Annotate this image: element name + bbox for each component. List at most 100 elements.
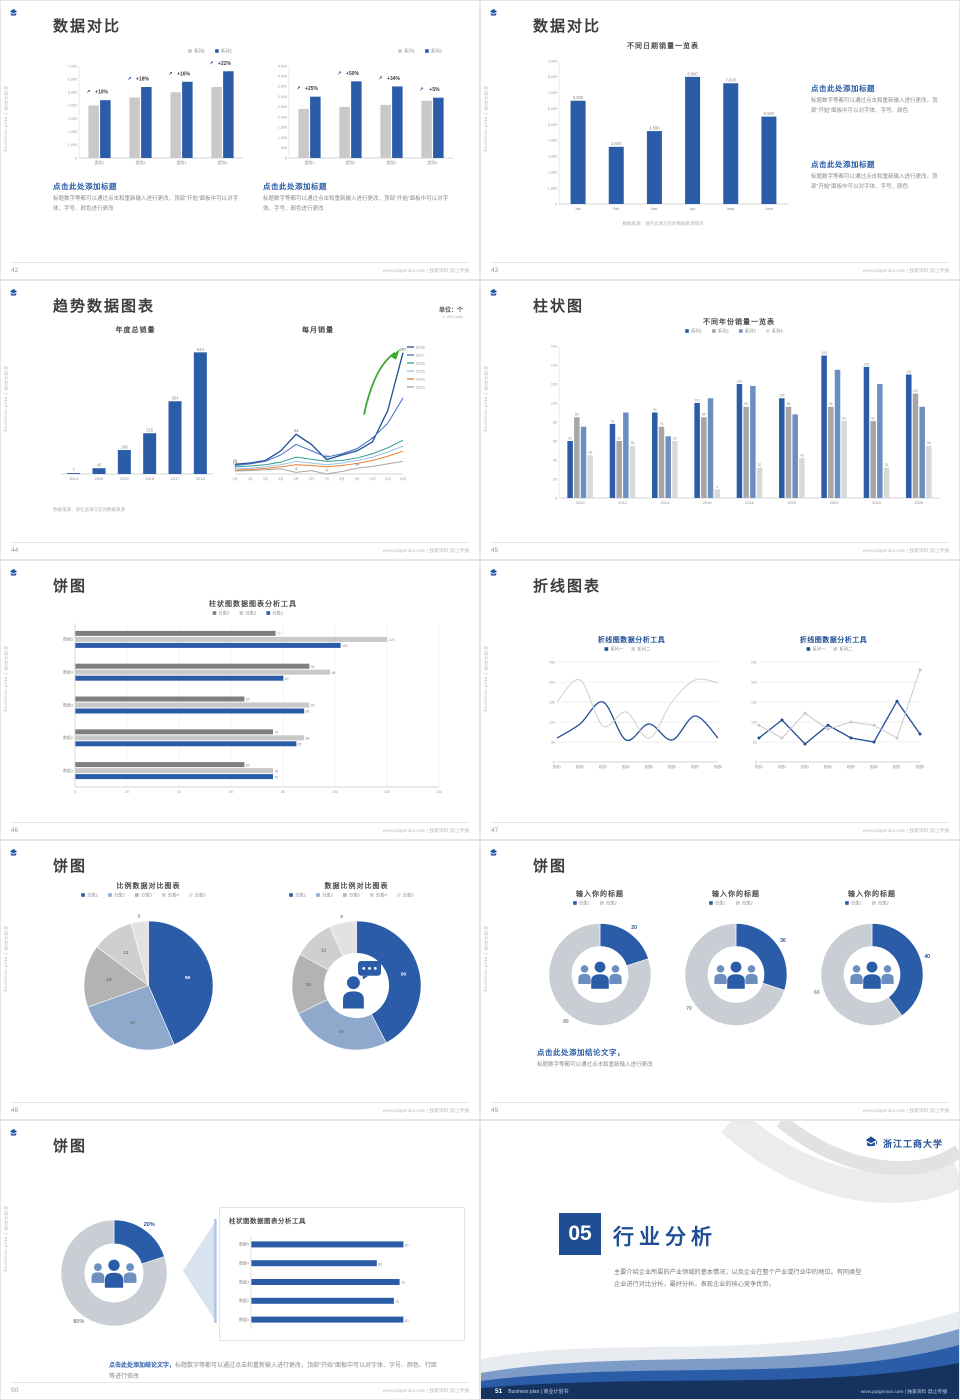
svg-text:500: 500 <box>281 146 287 150</box>
svg-text:120: 120 <box>389 638 395 642</box>
svg-text:10月: 10月 <box>369 477 376 481</box>
svg-text:50: 50 <box>753 740 757 744</box>
footer-divider <box>491 822 949 823</box>
side-watermark-text: Business plan | 商业计划书 <box>3 365 8 432</box>
side-watermark-text: Business plan | 商业计划书 <box>3 85 8 152</box>
footer-watermark: www.pptgenius.com | 独家资料 禁止传播 <box>860 1390 947 1395</box>
page-number: 43 <box>491 267 499 274</box>
svg-text:75: 75 <box>395 1300 399 1304</box>
svg-text:2018: 2018 <box>416 344 425 349</box>
svg-text:8,000: 8,000 <box>687 71 698 76</box>
svg-text:88: 88 <box>306 710 310 714</box>
svg-text:类别1: 类别1 <box>305 160 315 165</box>
svg-text:7: 7 <box>73 467 76 472</box>
caption-heading: 点击此处添加标题 <box>53 182 117 191</box>
footer-watermark: www.pptgenius.com | 独家资料 禁止传播 <box>382 829 469 834</box>
svg-text:3,600: 3,600 <box>611 141 622 146</box>
svg-text:14: 14 <box>355 463 359 467</box>
svg-text:66: 66 <box>378 1262 382 1266</box>
brand-logo-icon <box>8 6 19 17</box>
svg-text:4月: 4月 <box>278 477 283 481</box>
svg-text:9,000: 9,000 <box>548 59 557 63</box>
svg-text:数据5: 数据5 <box>239 1242 249 1247</box>
footer-divider <box>11 262 469 263</box>
svg-text:系列1: 系列1 <box>194 48 206 55</box>
svg-text:数据1: 数据1 <box>755 764 763 769</box>
svg-text:2013: 2013 <box>69 476 78 481</box>
svg-text:4,500: 4,500 <box>278 64 287 68</box>
svg-text:数据2: 数据2 <box>63 735 73 740</box>
section-number: 05 <box>559 1213 601 1255</box>
svg-text:96: 96 <box>829 402 833 406</box>
footer-divider <box>491 542 949 543</box>
svg-text:100: 100 <box>549 720 555 724</box>
slide-44[interactable]: Business plan | 商业计划书 趋势数据图表 单位：个 in 900… <box>1 281 479 559</box>
svg-text:96: 96 <box>744 402 748 406</box>
svg-text:140: 140 <box>551 363 557 367</box>
slide-48[interactable]: Business plan | 商业计划书 饼图 比例数据对比图表 分类1 分类2… <box>1 841 479 1119</box>
caption-body: 标题数字等都可以通过点击和重新输入进行更改，顶部“开始”面板中可以对字体、字号、… <box>53 196 239 212</box>
chart-title: 柱状图数据图表分析工具 <box>209 601 297 608</box>
slide-50[interactable]: Business plan | 商业计划书 饼图 20% 80% 柱状图数据图表分… <box>1 1121 479 1399</box>
svg-text:数据3: 数据3 <box>599 764 607 769</box>
slide-45[interactable]: Business plan | 商业计划书 柱状图 不同年份销量一览表 系列1 系… <box>481 281 959 559</box>
svg-text:50: 50 <box>401 972 407 978</box>
conclusion-body: 标题数字等都可以通过点击和重新输入进行更改 <box>537 1062 653 1068</box>
svg-text:60: 60 <box>814 990 820 996</box>
brand-logo-icon <box>488 286 499 297</box>
slide-title: 饼图 <box>53 578 88 595</box>
svg-text:分类2: 分类2 <box>322 892 334 899</box>
caption-block-left: 点击此处添加标题 标题数字等都可以通过点击和重新输入进行更改，顶部“开始”面板中… <box>53 181 248 215</box>
svg-text:78: 78 <box>611 419 615 423</box>
svg-text:186: 186 <box>121 444 129 449</box>
svg-text:数据2: 数据2 <box>239 1298 249 1303</box>
slide-47[interactable]: Business plan | 商业计划书 折线图表 折线图数据分析工具 系列一… <box>481 561 959 839</box>
side-watermark-text: Business plan | 商业计划书 <box>3 645 8 712</box>
side-watermark-text: Business plan | 商业计划书 <box>3 925 8 992</box>
svg-text:316: 316 <box>146 428 154 433</box>
svg-text:20%: 20% <box>144 1222 155 1228</box>
svg-text:80: 80 <box>563 1019 569 1025</box>
svg-text:↗: ↗ <box>209 60 213 66</box>
donut-chart: 分类1 分类2 30 70 <box>671 899 801 1039</box>
svg-text:分类1: 分类1 <box>272 610 284 617</box>
svg-text:120: 120 <box>384 790 390 794</box>
svg-text:↗: ↗ <box>127 76 131 82</box>
svg-text:June: June <box>765 206 773 211</box>
slide-51-section-divider[interactable]: 浙江工商大学 05 行业分析 主要介绍企业所属的产业领域的基本情况，以及企业在整… <box>481 1121 959 1399</box>
slide-46[interactable]: Business plan | 商业计划书 饼图 柱状图数据图表分析工具 分类3… <box>1 561 479 839</box>
slide-49[interactable]: Business plan | 商业计划书 饼图 输入你的标题 分类1 分类2 20… <box>481 841 959 1119</box>
svg-text:20: 20 <box>553 477 557 481</box>
svg-text:0: 0 <box>74 790 76 794</box>
svg-text:0: 0 <box>326 469 328 473</box>
svg-text:60: 60 <box>568 436 572 440</box>
svg-text:4,590: 4,590 <box>649 125 660 130</box>
donut-chart: 分类1 分类2 分类3 分类4 分类5 50 30 18 12 8 <box>259 891 454 1069</box>
slide-42[interactable]: Business plan | 商业计划书 数据对比 系列1 系列2 0 1,000 2… <box>1 1 479 279</box>
svg-text:数据3: 数据3 <box>801 764 809 769</box>
svg-text:32: 32 <box>885 463 889 467</box>
svg-text:76: 76 <box>274 769 278 773</box>
svg-text:2015: 2015 <box>120 476 129 481</box>
brand-logo-icon <box>488 846 499 857</box>
svg-text:+18%: +18% <box>136 77 149 83</box>
slide-title: 折线图表 <box>533 578 602 595</box>
yearly-grouped-bar-chart: 系列1 系列2 系列3 系列4 0 20 40 60 80 100 120 140 160 60 78 90 1… <box>533 327 945 509</box>
svg-text:0: 0 <box>75 156 77 160</box>
svg-text:类别3: 类别3 <box>387 160 397 165</box>
svg-text:80: 80 <box>405 1244 409 1248</box>
caption-heading: 点击此处添加标题 <box>811 84 875 93</box>
svg-text:80: 80 <box>405 1319 409 1323</box>
chart-title: 不同年份销量一览表 <box>703 319 775 326</box>
svg-text:2,000: 2,000 <box>68 130 77 134</box>
slide-43[interactable]: Business plan | 商业计划书 数据对比 不同日期销量一览表 0 1,… <box>481 1 959 279</box>
svg-text:分类1: 分类1 <box>715 900 727 907</box>
svg-text:1月: 1月 <box>233 477 238 481</box>
slide-title: 柱状图 <box>533 298 585 315</box>
svg-text:9月: 9月 <box>355 477 360 481</box>
svg-text:系列2: 系列2 <box>718 328 730 335</box>
marker-line-chart: 系列一 系列二 0 50 100 150 200 250 数据1 数据2 数据3 数据4 数据5 数据6 数… <box>741 645 926 773</box>
svg-text:78: 78 <box>401 1281 405 1285</box>
svg-text:100: 100 <box>551 401 557 405</box>
monthly-sales-bar-chart: 0 1,000 2,000 3,000 4,000 5,000 6,000 7,000 8,00… <box>533 51 793 215</box>
